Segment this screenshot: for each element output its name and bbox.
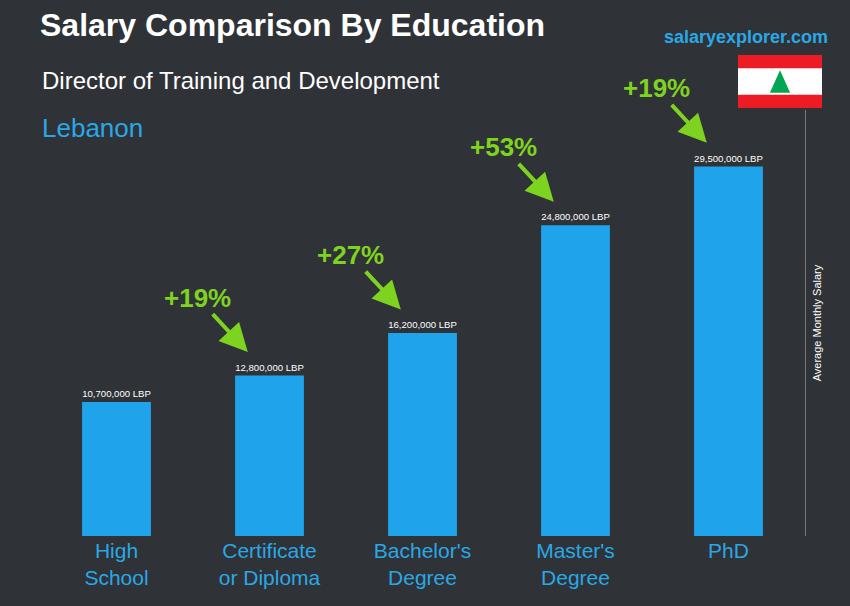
svg-text:PhD: PhD [708, 539, 749, 562]
svg-text:24,800,000 LBP: 24,800,000 LBP [541, 211, 610, 222]
svg-text:10,700,000 LBP: 10,700,000 LBP [82, 388, 151, 399]
svg-text:Master'sDegree: Master'sDegree [536, 539, 615, 589]
svg-text:Certificateor Diploma: Certificateor Diploma [219, 539, 321, 589]
svg-text:+27%: +27% [317, 240, 384, 270]
svg-text:+19%: +19% [623, 73, 690, 103]
svg-text:16,200,000 LBP: 16,200,000 LBP [388, 319, 457, 330]
svg-text:Director of Training and Devel: Director of Training and Development [42, 67, 440, 94]
svg-text:salaryexplorer.com: salaryexplorer.com [664, 27, 828, 47]
svg-text:Bachelor'sDegree: Bachelor'sDegree [374, 539, 471, 589]
svg-text:12,800,000 LBP: 12,800,000 LBP [235, 362, 304, 373]
svg-text:Average Monthly Salary: Average Monthly Salary [811, 264, 823, 381]
svg-text:Lebanon: Lebanon [42, 113, 143, 143]
svg-text:+53%: +53% [470, 132, 537, 162]
svg-text:+19%: +19% [164, 283, 231, 313]
svg-text:Salary Comparison By Education: Salary Comparison By Education [40, 7, 545, 43]
svg-text:29,500,000 LBP: 29,500,000 LBP [694, 153, 763, 164]
svg-text:HighSchool: HighSchool [84, 539, 148, 589]
